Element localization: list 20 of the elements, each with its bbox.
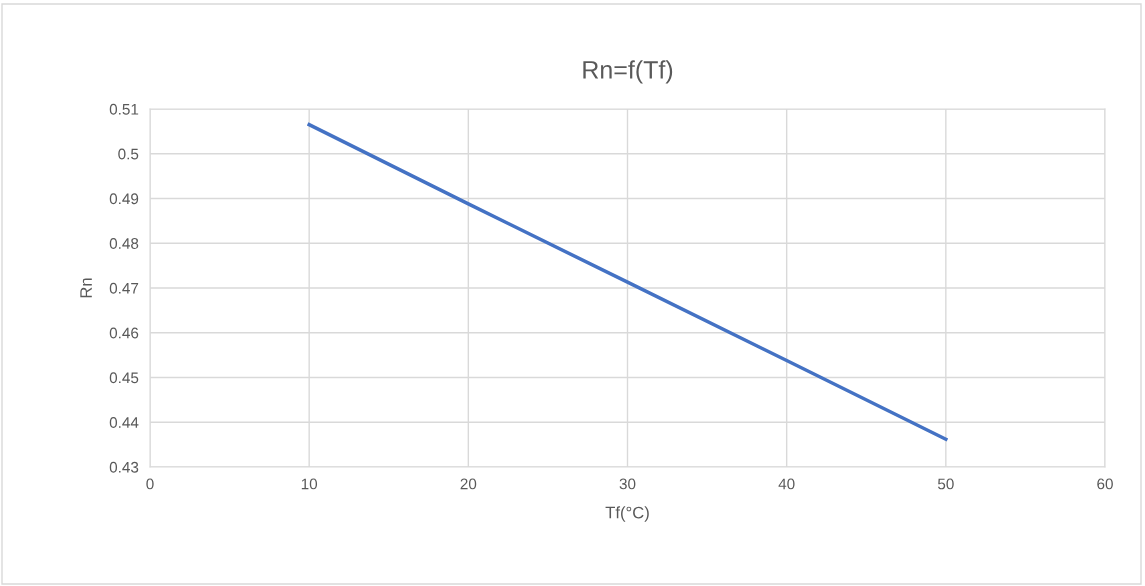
y-tick-label: 0.45 [109,372,139,384]
x-tick-label: 40 [778,478,795,490]
x-tick-label: 20 [460,478,477,490]
x-tick-label: 50 [937,478,954,490]
y-tick-label: 0.44 [109,417,139,428]
y-tick-label: 0.49 [109,193,139,205]
y-tick-label: 0.48 [109,238,139,249]
line-series [307,122,948,441]
x-axis-title: Tf(°C) [605,506,649,522]
y-tick-label: 0.46 [109,327,139,339]
y-tick-label: 0.5 [118,148,139,160]
y-tick-label: 0.47 [109,282,139,294]
y-tick-label: 0.51 [109,103,139,115]
x-tick-label: 60 [1097,478,1113,490]
chart-title: Rn=f(Tf) [583,60,673,84]
y-axis-title: Rn [80,278,92,298]
y-tick-label: 0.43 [109,461,139,473]
x-tick-label: 30 [619,478,636,490]
x-tick-label: 0 [146,478,154,490]
x-tick-label: 10 [301,478,318,490]
